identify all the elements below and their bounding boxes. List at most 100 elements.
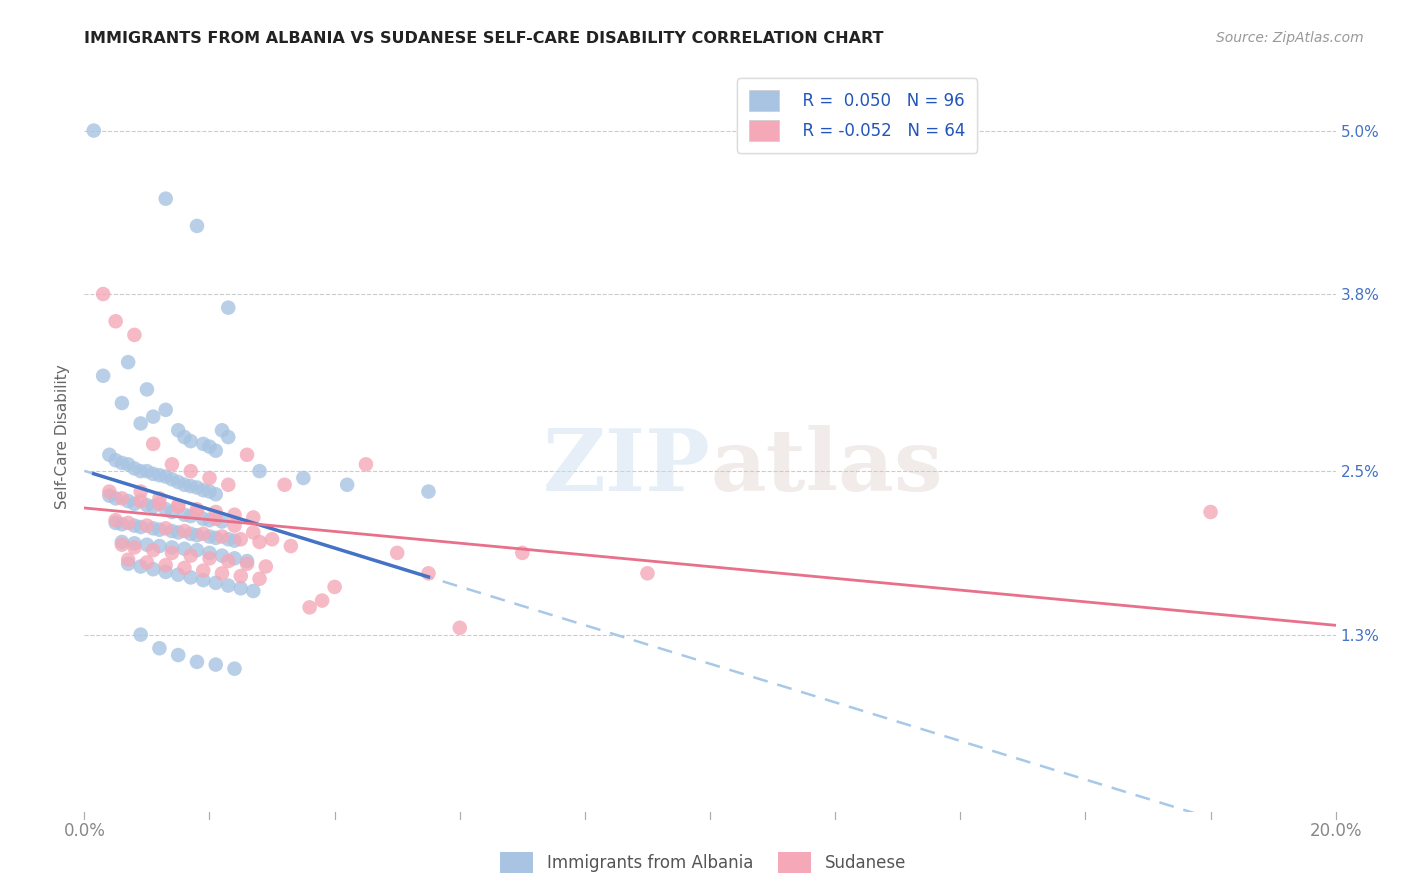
Point xyxy=(229,582,252,596)
Point xyxy=(249,464,271,478)
Point xyxy=(136,538,159,552)
Point xyxy=(98,489,121,503)
Point xyxy=(204,531,226,545)
Point xyxy=(204,487,226,501)
Point xyxy=(211,423,233,437)
Point xyxy=(173,541,195,556)
Point xyxy=(180,479,202,493)
Point xyxy=(186,219,208,233)
Point xyxy=(637,566,659,581)
Point xyxy=(111,491,134,506)
Point xyxy=(136,518,159,533)
Point xyxy=(418,484,440,499)
Point xyxy=(211,529,233,543)
Point xyxy=(129,627,152,641)
Point xyxy=(167,567,190,582)
Point xyxy=(124,497,146,511)
Point xyxy=(198,513,221,527)
Point xyxy=(124,518,146,533)
Point xyxy=(336,477,359,491)
Point xyxy=(249,535,271,549)
Point xyxy=(280,539,302,553)
Point xyxy=(111,396,134,410)
Point xyxy=(273,477,295,491)
Point xyxy=(124,536,146,550)
Point xyxy=(217,533,239,547)
Point xyxy=(204,575,226,590)
Point xyxy=(198,529,221,543)
Point xyxy=(148,523,170,537)
Point xyxy=(148,641,170,656)
Point xyxy=(180,464,202,478)
Point xyxy=(136,464,159,478)
Point xyxy=(311,593,333,607)
Point xyxy=(298,600,321,615)
Point xyxy=(193,437,215,451)
Point xyxy=(211,549,233,563)
Point xyxy=(98,448,121,462)
Point xyxy=(236,554,259,568)
Point xyxy=(142,521,165,535)
Point xyxy=(180,570,202,584)
Point xyxy=(385,546,409,560)
Point xyxy=(186,528,208,542)
Point xyxy=(117,557,139,571)
Point xyxy=(418,566,440,581)
Point xyxy=(229,569,252,583)
Point xyxy=(224,533,246,548)
Point xyxy=(155,558,177,573)
Point xyxy=(111,538,134,552)
Point xyxy=(180,549,202,563)
Point xyxy=(211,515,233,529)
Point xyxy=(117,516,139,530)
Point xyxy=(117,494,139,508)
Point xyxy=(160,546,183,560)
Point xyxy=(193,526,215,541)
Point xyxy=(512,546,534,560)
Point xyxy=(254,559,277,574)
Point xyxy=(98,484,121,499)
Point xyxy=(198,440,221,454)
Point xyxy=(198,546,221,560)
Point xyxy=(204,657,226,672)
Point xyxy=(186,481,208,495)
Point xyxy=(198,471,221,485)
Point xyxy=(217,477,239,491)
Point xyxy=(160,524,183,538)
Point xyxy=(167,498,190,512)
Point xyxy=(167,475,190,489)
Text: IMMIGRANTS FROM ALBANIA VS SUDANESE SELF-CARE DISABILITY CORRELATION CHART: IMMIGRANTS FROM ALBANIA VS SUDANESE SELF… xyxy=(84,31,884,46)
Point xyxy=(136,556,159,570)
Point xyxy=(136,383,159,397)
Point xyxy=(173,477,195,491)
Point xyxy=(193,573,215,587)
Point xyxy=(111,535,134,549)
Point xyxy=(229,533,252,547)
Point xyxy=(83,123,105,137)
Point xyxy=(111,456,134,470)
Point xyxy=(224,551,246,566)
Point xyxy=(193,564,215,578)
Point xyxy=(217,430,239,444)
Point xyxy=(124,461,146,475)
Point xyxy=(204,505,226,519)
Point xyxy=(262,533,284,547)
Point xyxy=(160,458,183,472)
Point xyxy=(217,578,239,592)
Point xyxy=(148,468,170,483)
Text: ZIP: ZIP xyxy=(543,425,710,509)
Point xyxy=(155,469,177,483)
Point xyxy=(354,458,377,472)
Point xyxy=(173,430,195,444)
Point xyxy=(180,434,202,449)
Point xyxy=(136,498,159,512)
Point xyxy=(142,467,165,481)
Point xyxy=(91,287,114,301)
Point xyxy=(167,500,190,514)
Point xyxy=(217,554,239,568)
Point xyxy=(217,301,239,315)
Point xyxy=(117,458,139,472)
Point xyxy=(124,541,146,555)
Point xyxy=(155,402,177,417)
Point xyxy=(155,521,177,535)
